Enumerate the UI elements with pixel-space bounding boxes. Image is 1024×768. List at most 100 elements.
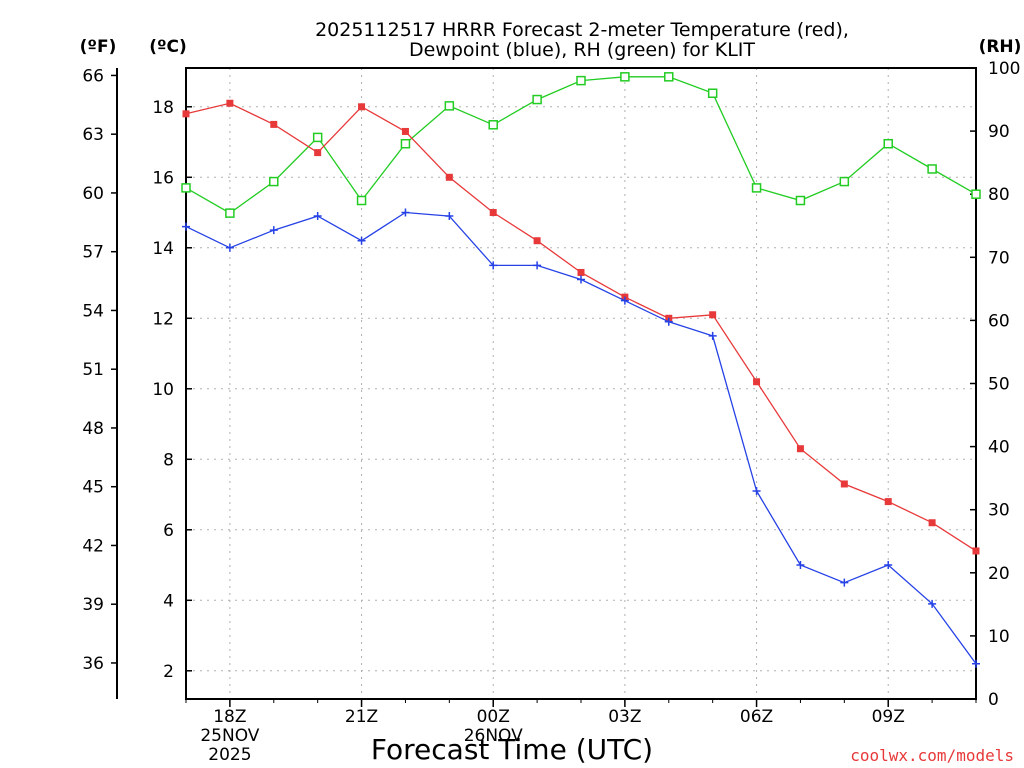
rh-point (532, 94, 542, 105)
dewpoint-point (664, 317, 673, 326)
rh-point (795, 195, 806, 206)
temperature-point (314, 149, 322, 157)
x-tick-date: 25NOV (200, 726, 259, 746)
temperature-point (753, 378, 761, 386)
dewpoint-point (357, 236, 366, 245)
dewpoint-point (533, 261, 542, 270)
temperature-point (928, 519, 936, 527)
chart-title-line2: Dewpoint (blue), RH (green) for KLIT (409, 39, 755, 61)
rh-tick-label: 100 (988, 59, 1020, 79)
fahrenheit-tick-label: 51 (82, 360, 104, 380)
chart-title-line1: 2025112517 HRRR Forecast 2-meter Tempera… (315, 19, 849, 41)
gridlines (186, 68, 976, 699)
rh-tick-label: 90 (988, 122, 1010, 142)
fahrenheit-unit-label: (ºF) (80, 37, 117, 57)
dewpoint-point (620, 296, 629, 305)
temperature-point (270, 120, 278, 128)
dewpoint-point (269, 226, 278, 235)
fahrenheit-tick-label: 60 (82, 184, 104, 204)
x-tick-label: 18Z (213, 707, 246, 727)
rh-point (839, 176, 850, 187)
celsius-tick-label: 6 (163, 521, 174, 541)
x-tick-label: 03Z (608, 707, 641, 727)
x-tick-label: 21Z (345, 707, 378, 727)
rh-tick-label: 50 (988, 375, 1010, 395)
temperature-point (182, 110, 190, 118)
temperature-point (884, 498, 892, 506)
dewpoint-point (884, 561, 893, 570)
rh-tick-label: 60 (988, 311, 1010, 331)
x-axis-title: Forecast Time (UTC) (371, 733, 653, 766)
rh-tick-label: 10 (988, 627, 1010, 647)
rh-tick-label: 70 (988, 248, 1010, 268)
temperature-point (533, 237, 541, 245)
x-tick-date: 26NOV (464, 726, 523, 746)
x-tick-label: 06Z (740, 707, 773, 727)
temperature-point (840, 480, 848, 488)
rh-point (664, 72, 674, 82)
plot-frame (185, 67, 977, 700)
celsius-tick-label: 14 (152, 239, 174, 259)
rh-point (488, 120, 498, 130)
dewpoint-point (313, 212, 322, 221)
fahrenheit-tick-label: 57 (82, 243, 104, 263)
rh-tick-label: 80 (988, 185, 1010, 205)
dewpoint-point (577, 275, 585, 284)
site-credit: coolwx.com/models (850, 746, 1014, 765)
rh-point (181, 183, 191, 193)
rh-point (400, 138, 411, 149)
fahrenheit-tick-label: 42 (82, 536, 104, 556)
rh-line (185, 76, 977, 214)
dewpoint-point (445, 212, 454, 221)
temperature-point (972, 547, 980, 555)
rh-tick-label: 40 (988, 438, 1010, 458)
dewpoint-point (489, 261, 498, 270)
rh-point (927, 164, 937, 174)
rh-point (751, 183, 762, 193)
dewpoint-point (401, 208, 410, 217)
dewpoint-point (708, 331, 717, 340)
rh-point (883, 138, 893, 149)
x-tick-label: 00Z (477, 707, 510, 727)
rh-point (225, 208, 235, 218)
rh-tick-label: 0 (988, 690, 999, 710)
rh-point (576, 75, 586, 86)
dewpoint-point (796, 561, 805, 570)
celsius-tick-label: 2 (163, 662, 174, 682)
temperature-point (226, 99, 234, 107)
celsius-tick-label: 18 (152, 98, 174, 118)
celsius-tick-label: 12 (152, 309, 174, 329)
dewpoint-point (840, 578, 849, 587)
rh-point (620, 72, 630, 82)
dewpoint-point (928, 599, 937, 608)
dewpoint-point (752, 487, 761, 496)
celsius-tick-label: 10 (152, 380, 174, 400)
dewpoint-series (182, 208, 980, 668)
dewpoint-point (972, 659, 980, 668)
temperature-point (709, 311, 717, 319)
x-tick-label: 09Z (872, 707, 905, 727)
fahrenheit-tick-label: 39 (82, 595, 104, 615)
fahrenheit-tick-label: 54 (82, 301, 104, 321)
rh-point (269, 176, 279, 187)
dewpoint-point (182, 222, 190, 231)
celsius-tick-label: 4 (163, 591, 174, 611)
rh-point (707, 88, 718, 98)
celsius-tick-label: 8 (163, 450, 174, 470)
temperature-point (401, 127, 409, 135)
celsius-tick-label: 16 (152, 168, 174, 188)
temperature-point (577, 268, 585, 276)
rh-point (971, 189, 981, 199)
rh-unit-label: (RH) (979, 37, 1022, 57)
temperature-point (445, 173, 453, 181)
temperature-point (489, 209, 497, 217)
rh-point (312, 132, 323, 143)
rh-tick-label: 20 (988, 564, 1010, 584)
rh-point (356, 195, 367, 206)
fahrenheit-tick-label: 66 (82, 66, 104, 86)
fahrenheit-tick-label: 45 (82, 478, 104, 498)
dewpoint-point (225, 243, 234, 252)
fahrenheit-tick-label: 36 (82, 654, 104, 674)
